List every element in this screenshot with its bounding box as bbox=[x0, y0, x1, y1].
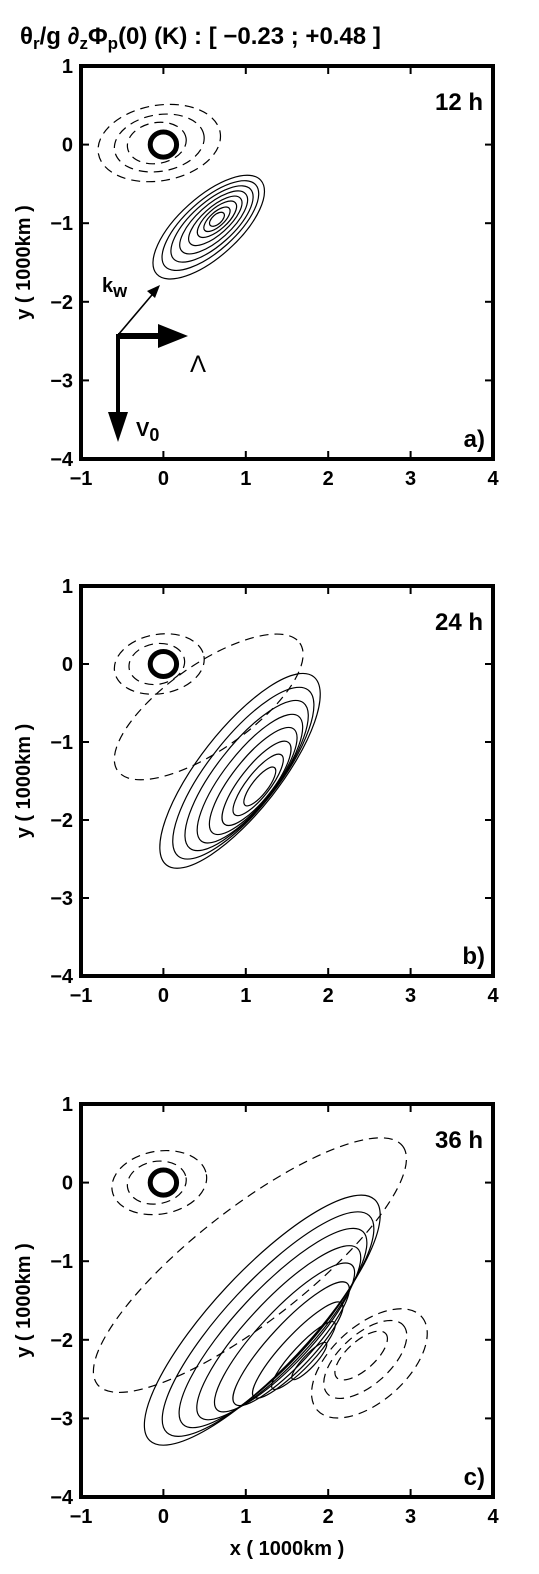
panel-c-xlabel: x ( 1000km ) bbox=[230, 1538, 345, 1560]
title-g-part: /g ∂ bbox=[40, 23, 80, 50]
y-tick-label: −3 bbox=[50, 888, 73, 910]
panel-c-contours bbox=[62, 1101, 446, 1474]
y-tick-label: −2 bbox=[50, 1330, 73, 1352]
y-tick-label: −1 bbox=[50, 213, 73, 235]
negative-contour bbox=[107, 1143, 212, 1222]
positive-contour bbox=[137, 158, 281, 296]
panel-b-time-label: 24 h bbox=[435, 609, 483, 636]
positive-contour bbox=[136, 1187, 400, 1462]
panel-a-letter: a) bbox=[464, 426, 485, 453]
y-tick-label: −1 bbox=[50, 732, 73, 754]
negative-contour bbox=[110, 627, 210, 701]
panel-b: −1 0 1 2 3 4 −4 −3 −2 −1 0 1 24 h b) y ( 1000km ) bbox=[13, 576, 499, 1007]
y-tick-label: −3 bbox=[50, 1408, 73, 1430]
x-tick-label: 3 bbox=[405, 468, 416, 490]
panel-c-ticks: −1 0 1 2 3 4 −4 −3 −2 −1 0 1 bbox=[50, 1094, 499, 1528]
positive-contour bbox=[170, 181, 257, 264]
x-tick-label: 0 bbox=[158, 985, 169, 1007]
panel-a-contours bbox=[92, 95, 281, 296]
panel-b-contours bbox=[93, 608, 346, 890]
y-tick-label: 1 bbox=[62, 1094, 73, 1116]
lambda-arrowhead-icon bbox=[158, 324, 188, 348]
storm-center-circle bbox=[150, 652, 176, 677]
y-tick-label: 0 bbox=[62, 1173, 73, 1195]
kw-label: kw bbox=[102, 275, 128, 301]
title-rest: (0) (K) : [ −0.23 ; +0.48 ] bbox=[118, 23, 381, 50]
y-tick-label: −4 bbox=[50, 1487, 74, 1509]
negative-contour bbox=[124, 118, 190, 169]
panel-c-ylabel: y ( 1000km ) bbox=[13, 1243, 35, 1358]
v0-label-sub: 0 bbox=[149, 425, 159, 445]
x-tick-label: 0 bbox=[158, 468, 169, 490]
y-tick-label: −3 bbox=[50, 370, 73, 392]
v0-label: V0 bbox=[136, 419, 159, 445]
positive-contour bbox=[135, 652, 346, 890]
v0-label-main: V bbox=[136, 419, 150, 441]
positive-contour bbox=[200, 203, 234, 236]
positive-contour bbox=[198, 1247, 371, 1427]
negative-contour bbox=[110, 107, 209, 178]
x-tick-label: 1 bbox=[240, 1506, 251, 1528]
x-tick-label: 4 bbox=[487, 985, 499, 1007]
panel-c-time-label: 36 h bbox=[435, 1127, 483, 1154]
positive-contour bbox=[166, 684, 328, 867]
x-tick-label: −1 bbox=[70, 468, 93, 490]
x-tick-label: 2 bbox=[323, 1506, 334, 1528]
positive-contour bbox=[177, 1227, 380, 1439]
x-tick-label: 3 bbox=[405, 985, 416, 1007]
positive-contour bbox=[196, 716, 310, 846]
x-tick-label: −1 bbox=[70, 1506, 93, 1528]
x-tick-label: 4 bbox=[487, 468, 499, 490]
panel-a-frame bbox=[81, 66, 493, 459]
positive-contour bbox=[207, 210, 227, 229]
x-tick-label: 2 bbox=[323, 985, 334, 1007]
title-theta: θ bbox=[20, 23, 33, 50]
y-tick-label: 1 bbox=[62, 56, 73, 78]
panel-c-letter: c) bbox=[464, 1464, 485, 1491]
title-phi: Φ bbox=[88, 23, 108, 50]
y-tick-label: −4 bbox=[50, 449, 74, 471]
panel-b-letter: b) bbox=[462, 943, 485, 970]
panel-b-frame bbox=[81, 586, 493, 976]
negative-contour bbox=[124, 1157, 190, 1209]
negative-contour bbox=[92, 95, 227, 191]
x-tick-label: 1 bbox=[240, 985, 251, 1007]
panel-c: −1 0 1 2 3 4 −4 −3 −2 −1 0 1 36 h c) y ( 1000km ) x… bbox=[13, 1094, 499, 1560]
title-sub-p: p bbox=[108, 34, 118, 53]
kw-label-sub: w bbox=[112, 281, 128, 301]
x-tick-label: 3 bbox=[405, 1506, 416, 1528]
panel-a-vectors: kw Λ V0 bbox=[102, 275, 206, 445]
x-tick-label: 0 bbox=[158, 1506, 169, 1528]
y-tick-label: 1 bbox=[62, 576, 73, 598]
figure-title: θr/g ∂zΦp(0) (K) : [ −0.23 ; +0.48 ] bbox=[20, 23, 381, 53]
panel-b-ylabel: y ( 1000km ) bbox=[13, 724, 35, 839]
x-tick-label: 2 bbox=[323, 468, 334, 490]
kw-arrowhead-icon bbox=[147, 285, 160, 298]
y-tick-label: −4 bbox=[50, 966, 74, 988]
panel-a-ylabel: y ( 1000km ) bbox=[13, 205, 35, 320]
lambda-label: Λ bbox=[190, 351, 206, 378]
negative-contour bbox=[327, 1323, 395, 1388]
panel-c-frame bbox=[81, 1104, 493, 1497]
panel-a-time-label: 12 h bbox=[435, 89, 483, 116]
x-tick-label: 4 bbox=[487, 1506, 499, 1528]
y-tick-label: 0 bbox=[62, 135, 73, 157]
y-tick-label: −2 bbox=[50, 810, 73, 832]
y-tick-label: 0 bbox=[62, 654, 73, 676]
panel-a: −1 0 1 2 3 4 −4 −3 −2 −1 0 1 12 h a) y ( 1000km ) k… bbox=[13, 56, 499, 490]
storm-center-circle bbox=[150, 1170, 176, 1195]
positive-contour bbox=[220, 1270, 362, 1418]
positive-contour bbox=[159, 173, 265, 274]
positive-contour bbox=[181, 700, 319, 856]
y-tick-label: −1 bbox=[50, 1251, 73, 1273]
y-tick-label: −2 bbox=[50, 292, 73, 314]
v0-arrowhead-icon bbox=[108, 412, 128, 442]
title-sub-z: z bbox=[79, 34, 88, 53]
x-tick-label: 1 bbox=[240, 468, 251, 490]
storm-center-circle bbox=[150, 132, 176, 157]
x-tick-label: −1 bbox=[70, 985, 93, 1007]
